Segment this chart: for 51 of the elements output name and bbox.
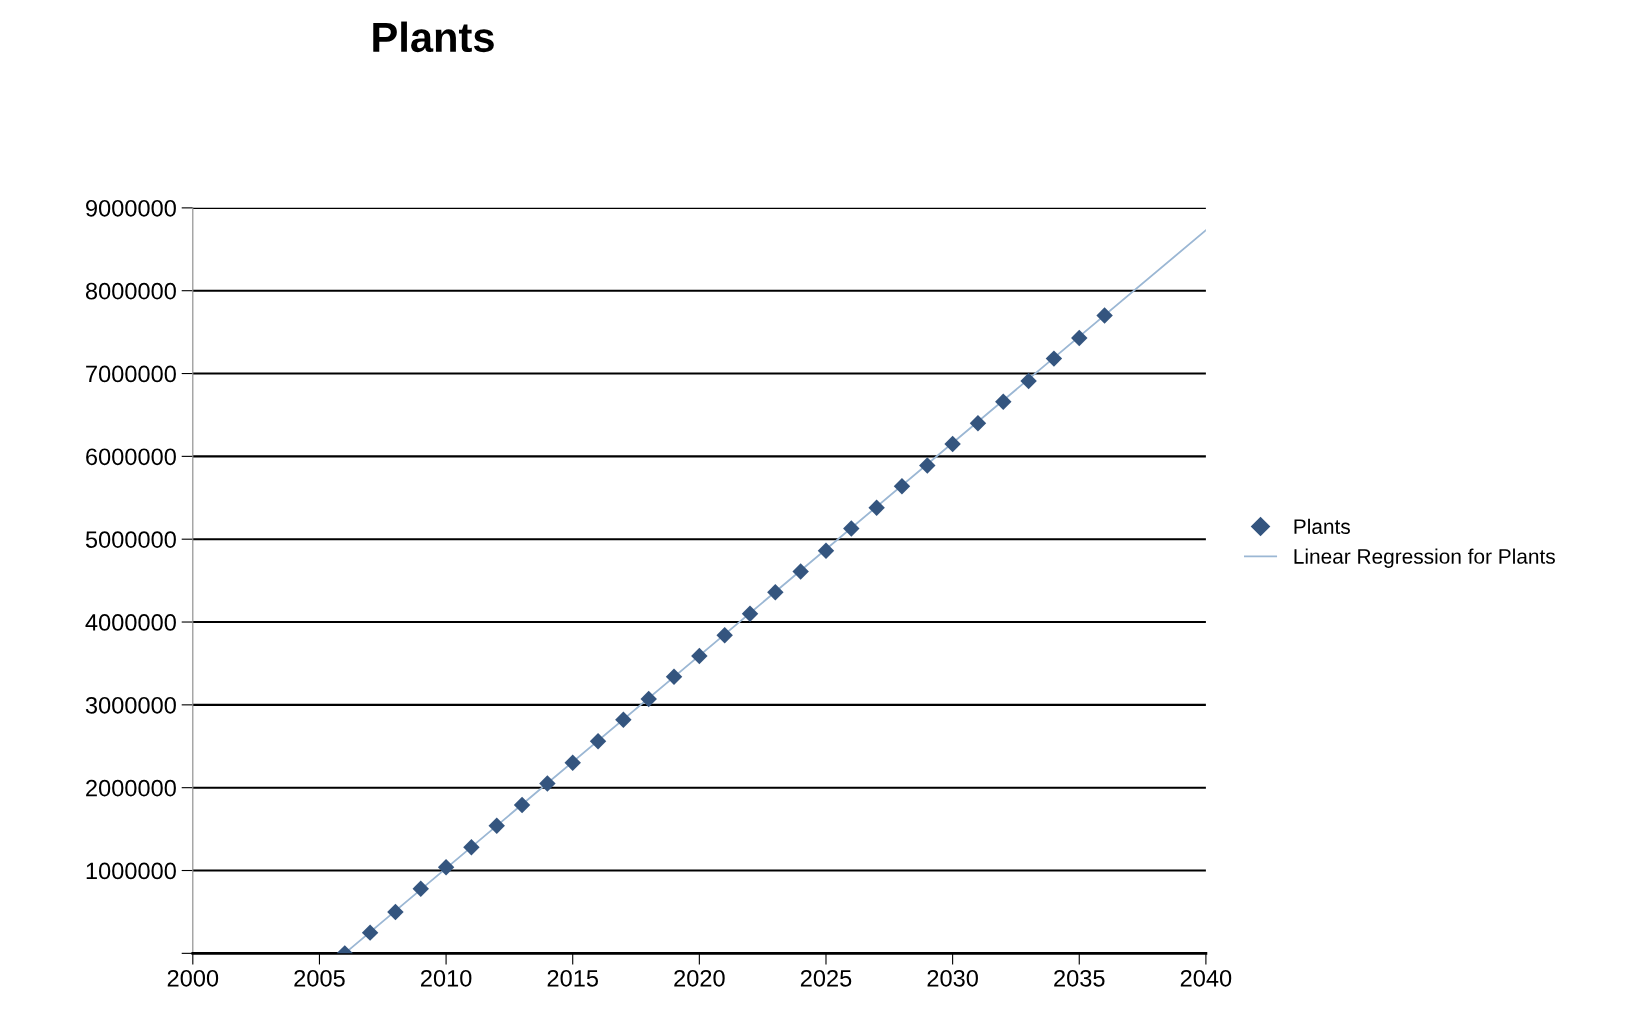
x-tick-label: 2005 (294, 969, 345, 987)
point (1096, 307, 1113, 324)
point (513, 796, 531, 814)
point (488, 817, 505, 834)
x-tick-label: 2010 (421, 969, 472, 987)
point (944, 435, 961, 453)
point (995, 393, 1012, 410)
point (665, 668, 683, 685)
x-tick-label: 2040 (1180, 969, 1232, 987)
chart-title: Plants (373, 21, 494, 53)
point (843, 520, 860, 537)
point (463, 839, 480, 856)
y-tick-label: 1000000 (86, 862, 176, 880)
x-tick-label: 2035 (1054, 969, 1105, 987)
point (767, 583, 784, 601)
point (792, 563, 809, 580)
point (1071, 329, 1088, 347)
point (361, 924, 379, 941)
y-tick-label: 7000000 (86, 365, 176, 383)
point (716, 627, 733, 644)
point (1020, 372, 1037, 390)
legend-label: Plants (1294, 518, 1350, 535)
x-tick-label: 2020 (674, 969, 725, 987)
point (640, 690, 657, 708)
point (437, 858, 455, 876)
point (868, 499, 885, 516)
x-tick-label: 2015 (547, 969, 598, 987)
y-tick-label: 9000000 (86, 199, 176, 217)
point (615, 711, 632, 728)
point (893, 477, 911, 495)
point (412, 880, 429, 897)
point (741, 605, 759, 622)
x-tick-label: 2030 (927, 969, 978, 987)
point (919, 457, 936, 474)
y-tick-label: 5000000 (85, 531, 176, 548)
point (539, 775, 556, 792)
x-tick-label: 2000 (167, 969, 219, 987)
point (817, 542, 835, 560)
legend-label: Linear Regression for Plants (1294, 548, 1555, 568)
point (589, 733, 607, 750)
point (564, 754, 581, 772)
point (691, 647, 708, 665)
point (1045, 350, 1063, 367)
point (969, 415, 987, 432)
y-tick-label: 6000000 (86, 448, 176, 466)
x-tick-label: 2025 (800, 969, 852, 987)
y-tick-label: 4000000 (85, 614, 176, 631)
point (387, 903, 404, 921)
y-tick-label: 3000000 (85, 696, 176, 714)
y-tick-label: 8000000 (85, 282, 176, 300)
y-tick-label: 2000000 (86, 779, 176, 797)
